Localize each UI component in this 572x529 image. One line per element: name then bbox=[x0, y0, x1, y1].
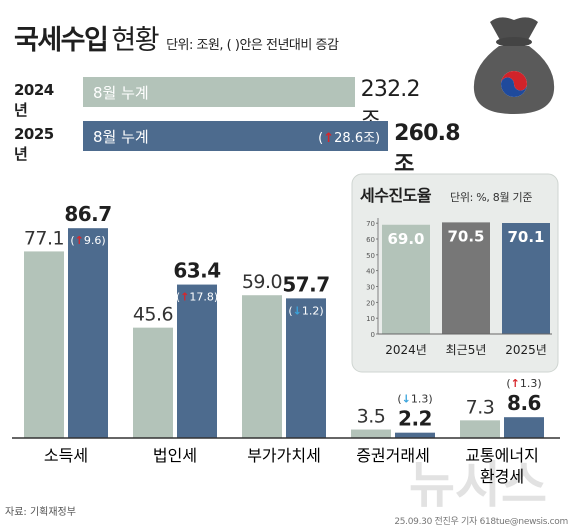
inset-bar bbox=[382, 224, 430, 334]
bar-2024 bbox=[351, 429, 391, 438]
inset-y-tick: 40 bbox=[366, 268, 375, 276]
value-label-2025: 2.2 bbox=[398, 407, 432, 431]
inset-value-label: 70.1 bbox=[507, 228, 544, 246]
value-label-2025: 63.4 bbox=[173, 259, 220, 283]
inset-y-tick: 50 bbox=[366, 252, 375, 260]
down-arrow-icon: ↓ bbox=[402, 393, 411, 406]
inset-y-tick: 10 bbox=[366, 315, 375, 323]
inset-bar bbox=[502, 223, 550, 334]
bar-2024 bbox=[24, 251, 64, 438]
cumulative-year: 2024년 bbox=[14, 81, 54, 119]
inset-category-label: 최근5년 bbox=[446, 343, 487, 357]
category-label: 법인세 bbox=[153, 446, 197, 465]
inset-subtitle: 단위: %, 8월 기준 bbox=[450, 191, 532, 204]
inset-title: 세수진도율 bbox=[360, 186, 432, 205]
page-subtitle: 현황 bbox=[111, 25, 159, 56]
up-arrow-icon: ↑ bbox=[180, 291, 189, 304]
inset-y-tick: 30 bbox=[366, 284, 375, 292]
value-label-2025: 8.6 bbox=[507, 391, 541, 415]
category-label: 소득세 bbox=[44, 446, 88, 465]
bar-2025 bbox=[504, 417, 544, 438]
inset-y-tick: 0 bbox=[371, 331, 375, 339]
up-arrow-icon: ↑ bbox=[511, 377, 520, 390]
bar-2025 bbox=[286, 298, 326, 438]
change-label: (↑1.3) bbox=[506, 377, 541, 390]
category-label: 증권거래세 bbox=[356, 446, 430, 465]
inset-category-label: 2024년 bbox=[385, 343, 427, 357]
inset-y-tick: 20 bbox=[366, 299, 375, 307]
value-label-2025: 57.7 bbox=[282, 272, 329, 296]
up-arrow-icon: ↑ bbox=[323, 131, 335, 146]
category-label: 교통에너지 bbox=[465, 446, 539, 465]
value-label-2024: 59.0 bbox=[242, 271, 282, 293]
category-label: 부가가치세 bbox=[247, 446, 321, 465]
change-label: (↓1.2) bbox=[288, 304, 323, 317]
cumulative-value: 260.8조 bbox=[394, 121, 460, 177]
source-note: 자료: 기획재정부 bbox=[5, 507, 76, 518]
inset-y-tick: 60 bbox=[366, 236, 375, 244]
value-label-2024: 45.6 bbox=[133, 304, 173, 326]
inset-y-tick: 70 bbox=[366, 220, 375, 228]
cumulative-change-value: 28.6조 bbox=[334, 131, 376, 146]
bar-2025 bbox=[177, 284, 217, 438]
unit-note: 단위: 조원, ( )안은 전년대비 증감 bbox=[166, 38, 339, 53]
cumulative-year: 2025년 bbox=[14, 125, 54, 163]
money-bag-icon bbox=[473, 17, 555, 114]
bar-2024 bbox=[460, 420, 500, 438]
bar-2025 bbox=[68, 228, 108, 438]
inset-bar bbox=[442, 222, 490, 334]
inset-value-label: 69.0 bbox=[387, 230, 424, 248]
up-arrow-icon: ↑ bbox=[75, 234, 84, 247]
inset-value-label: 70.5 bbox=[447, 227, 484, 245]
credit-line: 25.09.30 전진우 기자 618tue@newsis.com bbox=[394, 517, 568, 527]
title-block: 국세수입 현황 단위: 조원, ( )안은 전년대비 증감 bbox=[14, 18, 339, 57]
value-label-2024: 77.1 bbox=[24, 227, 64, 249]
value-label-2024: 7.3 bbox=[466, 396, 495, 418]
category-label: 환경세 bbox=[480, 467, 524, 486]
change-label: (↑9.6) bbox=[70, 234, 105, 247]
down-arrow-icon: ↓ bbox=[293, 304, 302, 317]
bar-2024 bbox=[242, 295, 282, 438]
change-label: (↑17.8) bbox=[176, 291, 218, 304]
cumulative-bar: 8월 누계 (↑28.6조) bbox=[83, 121, 389, 151]
change-label: (↓1.3) bbox=[397, 393, 432, 406]
bar-2024 bbox=[133, 327, 173, 438]
value-label-2024: 3.5 bbox=[357, 406, 386, 428]
cumulative-bar-label: 8월 누계 bbox=[93, 128, 149, 146]
cumulative-change: (↑28.6조) bbox=[318, 131, 381, 146]
value-label-2025: 86.7 bbox=[64, 202, 111, 226]
inset-category-label: 2025년 bbox=[505, 343, 547, 357]
cumulative-bar: 8월 누계 bbox=[83, 77, 355, 107]
watermark: 뉴시스 bbox=[409, 456, 547, 514]
cumulative-bar-label: 8월 누계 bbox=[93, 84, 149, 102]
bar-2025 bbox=[395, 432, 435, 438]
page-title: 국세수입 bbox=[14, 25, 109, 56]
